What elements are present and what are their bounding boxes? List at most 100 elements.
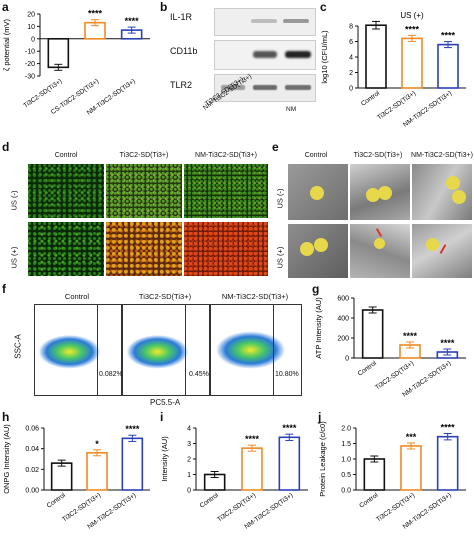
y-tick-label: 3	[187, 441, 191, 448]
chart-h-onpg: 0.00 0.02 0.04 0.06 ONPG Intensity (AU) Contr…	[2, 424, 150, 531]
flow-col-label-ti3c2: Ti3C2-SD(Ti3+)	[138, 292, 192, 301]
panel-label-i: i	[160, 410, 164, 424]
bacterium	[300, 242, 314, 256]
significance-marker: ****	[282, 423, 297, 433]
x-tick-label: Control	[199, 492, 221, 510]
bacterium	[366, 188, 380, 202]
y-tick-label: 4	[187, 426, 191, 433]
blot-band	[283, 19, 309, 23]
gate-line	[97, 305, 98, 395]
sem-nm-us-minus	[412, 164, 472, 220]
significance-marker: ****	[405, 24, 420, 34]
y-axis-label: Intensity (AU)	[160, 436, 169, 482]
row-label-us-plus: US (+)	[9, 246, 19, 269]
y-tick-label: 0.04	[25, 446, 39, 453]
sem-ti3c2-us-minus	[350, 164, 410, 220]
y-tick-label: 1.5	[341, 441, 351, 448]
panel-label-b: b	[160, 0, 168, 14]
flow-plot-nm: 10.80%	[210, 304, 302, 396]
bacterium	[314, 238, 328, 252]
damage-arrow-icon	[439, 244, 447, 254]
blot-band	[285, 51, 311, 58]
sem-col-label-nm: NM-Ti3C2-SD(Ti3+)	[411, 152, 473, 159]
blot-strip-il1r	[214, 8, 316, 36]
blot-band	[221, 85, 245, 90]
col-label-nm: NM-Ti3C2-SD(Ti3+)	[195, 152, 257, 159]
bar	[361, 309, 384, 359]
flow-col-label-nm: NM-Ti3C2-SD(Ti3+)	[221, 292, 289, 301]
blot-strip-cd11b	[214, 40, 316, 70]
sem-col-label-ti3c2: Ti3C2-SD(Ti3+)	[353, 152, 403, 159]
y-tick-label: 0	[187, 488, 191, 495]
x-tick-label: Control	[358, 492, 380, 510]
bacterium	[426, 238, 439, 251]
panel-label-e: e	[272, 140, 279, 154]
y-axis-label: log10 (CFU/mL)	[320, 30, 329, 84]
y-tick-label: 10	[27, 24, 35, 31]
micrograph-nm-us-plus	[184, 222, 268, 276]
bacterium	[452, 190, 466, 204]
bar	[278, 436, 301, 491]
bar	[50, 462, 73, 491]
bacterium	[374, 238, 385, 249]
y-tick-label: 0	[345, 356, 349, 363]
y-tick-label: -20	[25, 61, 35, 68]
significance-marker: ****	[441, 31, 456, 41]
chart-j-protein-leakage: 0.0 0.5 1.0 1.5 2.0 Protein Leakage (c/c0) Con…	[318, 421, 466, 531]
y-tick-label: 400	[337, 316, 349, 323]
gate-percent: 0.082%	[99, 371, 123, 378]
y-axis-label: ONPG Intensity (AU)	[2, 424, 11, 494]
y-tick-label: 2.0	[341, 426, 351, 433]
significance-marker: ****	[88, 9, 103, 19]
bar	[400, 445, 422, 491]
y-tick-label: 6	[349, 39, 353, 46]
x-tick-label: Control	[360, 90, 382, 108]
flow-xlabel: PC5.5-A	[150, 398, 181, 407]
col-label-control: Control	[54, 152, 78, 159]
blot-band	[251, 19, 277, 23]
sem-control-us-minus	[288, 164, 348, 220]
micrograph-control-us-minus	[28, 164, 104, 218]
y-axis-label: ζ potential (mV)	[2, 18, 11, 71]
significance-marker: ****	[440, 338, 455, 348]
significance-marker: ****	[403, 331, 418, 341]
y-tick-label: 200	[337, 336, 349, 343]
flow-cytometry-panel: Control Ti3C2-SD(Ti3+) NM-Ti3C2-SD(Ti3+)…	[10, 292, 310, 410]
sem-ti3c2-us-plus	[350, 224, 410, 278]
band-label-il1r: IL-1R	[170, 12, 193, 22]
y-tick-label: 600	[337, 296, 349, 303]
band-label-tlr2: TLR2	[170, 80, 193, 90]
micrograph-control-us-plus	[28, 222, 104, 276]
bar	[86, 451, 108, 491]
gate-percent: 10.80%	[275, 371, 299, 378]
y-tick-label: 2	[349, 70, 353, 77]
fluorescence-panel: Control Ti3C2-SD(Ti3+) NM-Ti3C2-SD(Ti3+)…	[0, 146, 272, 280]
y-tick-label: 0.5	[341, 472, 351, 479]
panel-label-c: c	[320, 0, 327, 14]
y-tick-label: 1.0	[341, 457, 351, 464]
y-tick-label: 0	[349, 86, 353, 93]
sem-nm-us-plus	[412, 224, 472, 278]
y-tick-label: -10	[25, 49, 35, 56]
y-tick-label: 2	[187, 457, 191, 464]
bar	[47, 37, 70, 69]
bar	[241, 447, 263, 491]
y-tick-label: 0.00	[25, 488, 39, 495]
blot-strip-tlr2	[214, 74, 316, 102]
significance-marker: ****	[245, 434, 260, 444]
significance-marker: ***	[406, 432, 417, 442]
sem-row-label-us-minus: US (-)	[275, 188, 285, 209]
significance-marker: *	[95, 439, 99, 449]
significance-marker: ****	[125, 16, 140, 26]
bar	[363, 458, 386, 491]
y-tick-label: 20	[27, 12, 35, 19]
gate-line	[185, 305, 186, 395]
y-tick-label: 0.06	[25, 426, 39, 433]
bar	[121, 437, 144, 491]
bacterium	[446, 176, 460, 190]
y-axis-label: Protein Leakage (c/c0)	[318, 421, 327, 497]
